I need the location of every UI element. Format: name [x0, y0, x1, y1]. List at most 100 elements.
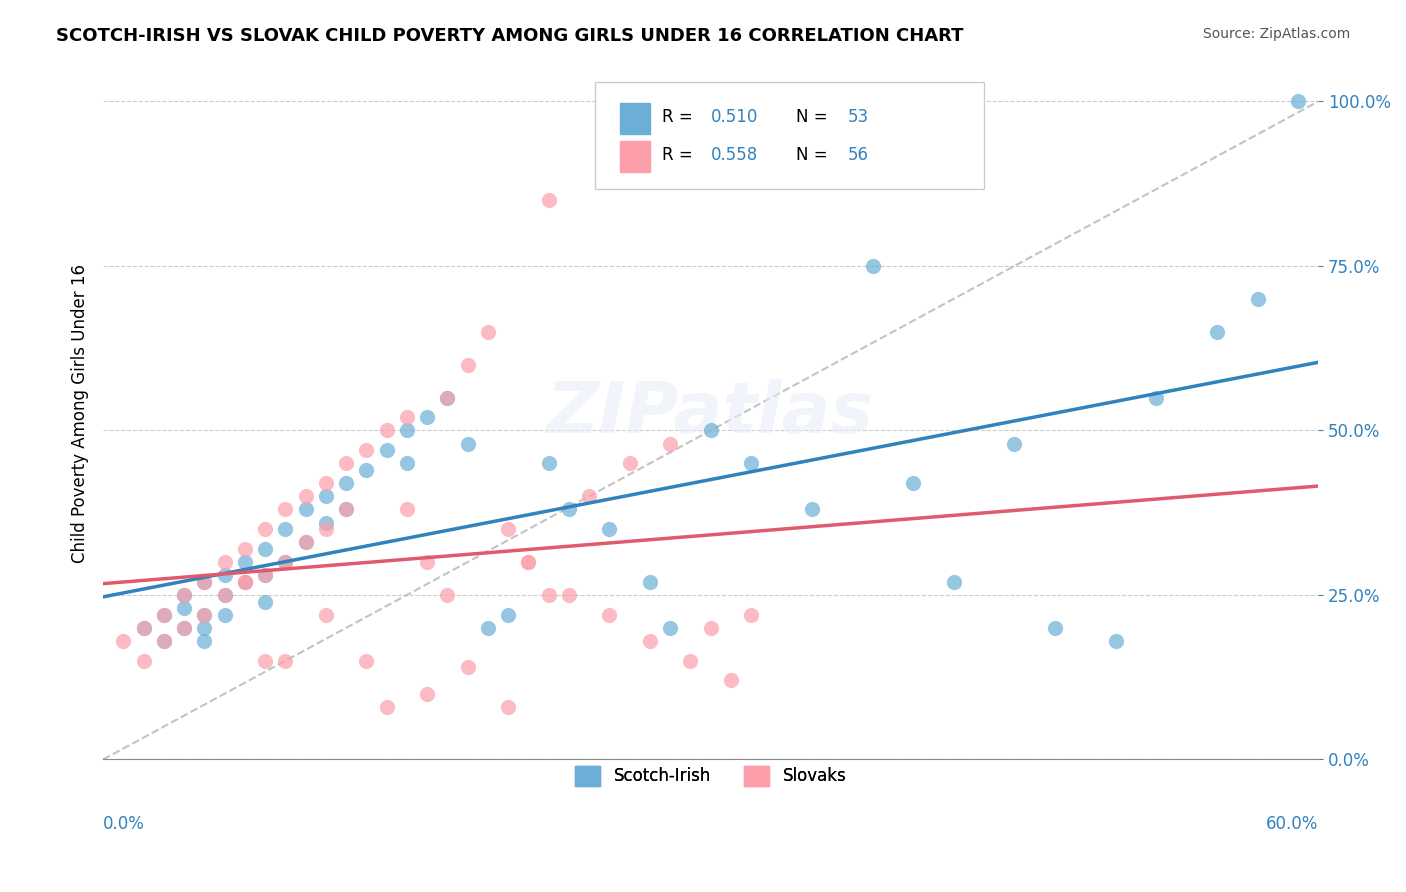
Text: Source: ZipAtlas.com: Source: ZipAtlas.com: [1202, 27, 1350, 41]
Point: [132, 621, 155, 635]
Point: [254, 594, 277, 608]
Point: [740, 607, 762, 622]
Point: [537, 456, 560, 470]
Point: [214, 555, 236, 569]
Point: [903, 476, 925, 491]
Text: N =: N =: [796, 146, 832, 164]
Text: 53: 53: [848, 108, 869, 126]
Point: [274, 522, 297, 536]
Point: [558, 502, 581, 516]
Bar: [620, 141, 650, 172]
Point: [436, 588, 458, 602]
Text: N =: N =: [796, 108, 832, 126]
Y-axis label: Child Poverty Among Girls Under 16: Child Poverty Among Girls Under 16: [72, 265, 89, 564]
Point: [233, 541, 256, 556]
Point: [436, 391, 458, 405]
Point: [233, 574, 256, 589]
Point: [1105, 634, 1128, 648]
Point: [862, 259, 884, 273]
Point: [598, 607, 620, 622]
Point: [457, 436, 479, 450]
Point: [659, 621, 682, 635]
FancyBboxPatch shape: [595, 82, 984, 189]
Point: [193, 634, 215, 648]
Point: [315, 476, 337, 491]
Text: ZIPatlas: ZIPatlas: [547, 379, 875, 449]
Point: [416, 410, 439, 425]
Point: [416, 687, 439, 701]
Point: [659, 436, 682, 450]
Point: [699, 621, 721, 635]
Point: [375, 699, 398, 714]
Point: [335, 502, 357, 516]
Text: 0.558: 0.558: [710, 146, 758, 164]
Point: [233, 574, 256, 589]
Point: [274, 502, 297, 516]
Point: [1246, 292, 1268, 306]
Text: 0.510: 0.510: [710, 108, 758, 126]
Point: [1004, 436, 1026, 450]
Point: [395, 410, 418, 425]
Point: [356, 654, 378, 668]
Point: [558, 588, 581, 602]
Point: [315, 522, 337, 536]
Point: [153, 607, 176, 622]
Point: [638, 574, 661, 589]
Point: [274, 654, 297, 668]
Point: [395, 424, 418, 438]
Point: [214, 588, 236, 602]
Point: [395, 456, 418, 470]
Point: [679, 654, 702, 668]
Point: [395, 502, 418, 516]
Text: 0.0%: 0.0%: [103, 814, 145, 833]
Point: [294, 502, 316, 516]
Point: [477, 325, 499, 339]
Point: [496, 522, 519, 536]
Point: [254, 654, 277, 668]
Point: [294, 535, 316, 549]
Point: [457, 660, 479, 674]
Point: [375, 424, 398, 438]
Point: [335, 476, 357, 491]
Point: [173, 621, 195, 635]
Point: [436, 391, 458, 405]
Point: [335, 502, 357, 516]
Point: [578, 489, 600, 503]
Point: [477, 621, 499, 635]
Point: [619, 456, 641, 470]
Point: [214, 607, 236, 622]
Point: [173, 588, 195, 602]
Point: [173, 621, 195, 635]
Legend: Scotch-Irish, Slovaks: Scotch-Irish, Slovaks: [568, 759, 853, 793]
Point: [457, 358, 479, 372]
Point: [153, 607, 176, 622]
Point: [356, 463, 378, 477]
Point: [254, 522, 277, 536]
Point: [375, 443, 398, 458]
Point: [173, 588, 195, 602]
Point: [517, 555, 540, 569]
Point: [254, 541, 277, 556]
Point: [315, 607, 337, 622]
Point: [315, 489, 337, 503]
Point: [1286, 95, 1309, 109]
Point: [638, 634, 661, 648]
Text: R =: R =: [662, 108, 699, 126]
Point: [274, 555, 297, 569]
Point: [356, 443, 378, 458]
Point: [193, 621, 215, 635]
Point: [132, 654, 155, 668]
Point: [173, 601, 195, 615]
Point: [294, 535, 316, 549]
Point: [942, 574, 965, 589]
Point: [1043, 621, 1066, 635]
Point: [254, 568, 277, 582]
Point: [214, 588, 236, 602]
Point: [294, 489, 316, 503]
Point: [193, 607, 215, 622]
Point: [233, 574, 256, 589]
Point: [193, 574, 215, 589]
Point: [740, 456, 762, 470]
Point: [112, 634, 135, 648]
Point: [214, 568, 236, 582]
